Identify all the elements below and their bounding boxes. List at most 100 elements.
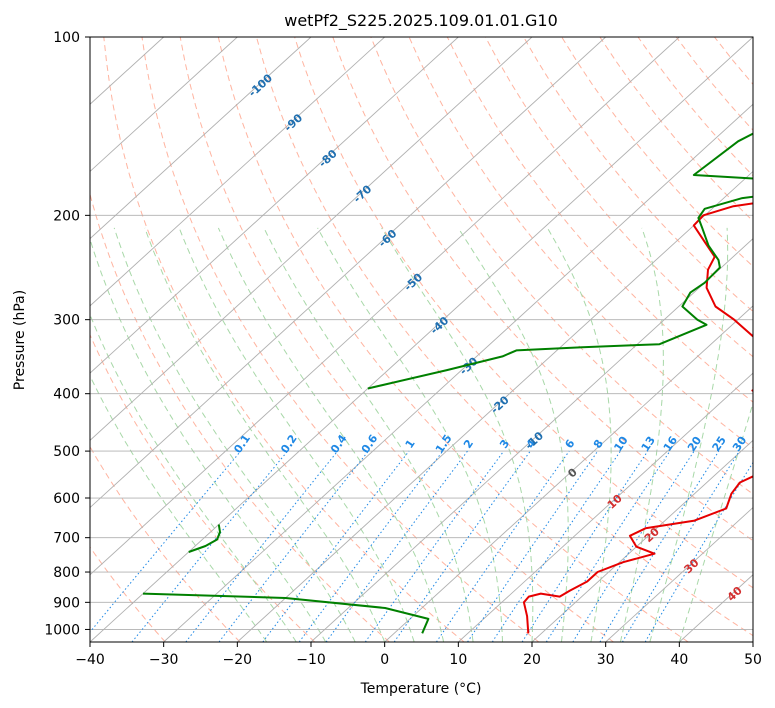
isotherm-line — [752, 641, 753, 642]
x-axis-title: Temperature (°C) — [360, 681, 482, 697]
mixing-ratio-label: 0.2 — [278, 432, 300, 455]
mixing-ratio-label: 2 — [461, 437, 476, 451]
isotherm-label: -20 — [488, 393, 512, 416]
isotherm-line — [90, 37, 533, 441]
mixing-ratio-line — [644, 461, 753, 642]
moist-adiabat — [113, 227, 356, 642]
y-tick-label: 400 — [53, 387, 80, 403]
dry-adiabat — [217, 37, 689, 642]
mixing-ratio-line — [621, 450, 740, 642]
mixing-ratio-line — [131, 450, 288, 642]
mixing-ratio-line — [545, 450, 671, 642]
mixing-ratio-line — [491, 450, 621, 642]
dewpoint_aloft-series-line — [367, 132, 753, 390]
isotherm-line — [384, 305, 753, 642]
mixing-ratio-label: 0.4 — [328, 432, 350, 456]
dry-adiabat — [332, 37, 753, 542]
isotherm-line — [90, 37, 238, 173]
isotherm-label: 10 — [605, 492, 625, 512]
moist-adiabat — [619, 227, 664, 642]
dry-adiabat — [523, 37, 753, 313]
y-tick-label: 500 — [53, 444, 80, 460]
moist-adiabat — [649, 227, 729, 642]
moist-adiabat — [457, 227, 569, 642]
isotherm-line — [90, 37, 312, 240]
mixing-ratio-line — [262, 450, 410, 642]
y-tick-label: 300 — [53, 313, 80, 329]
x-tick-label: −10 — [296, 652, 326, 668]
isotherm-label: -100 — [246, 71, 275, 99]
mixing-ratio-line — [298, 450, 444, 642]
dry-adiabat — [103, 37, 465, 642]
mixing-ratio-line — [218, 450, 369, 642]
moist-adiabat — [178, 227, 415, 642]
moist-adiabat — [144, 227, 386, 642]
moist-adiabat — [263, 227, 474, 642]
mixing-ratio-label: 3 — [497, 437, 512, 451]
y-tick-label: 700 — [53, 531, 80, 547]
y-tick-label: 1000 — [44, 622, 80, 638]
mixing-ratio-label: 6 — [562, 437, 577, 451]
dewpoint_surface_arc-series-line — [188, 524, 221, 553]
x-tick-label: 50 — [744, 652, 762, 668]
dry-adiabat — [370, 37, 753, 495]
isotherm-label: 30 — [681, 556, 701, 576]
isotherm-label: -70 — [351, 182, 375, 205]
x-tick-label: −40 — [75, 652, 105, 668]
isotherm-line — [90, 37, 606, 509]
dry-adiabat — [675, 37, 753, 131]
dry-adiabat — [446, 37, 753, 403]
mixing-ratio-label: 1 — [403, 437, 418, 451]
dry-adiabat — [637, 37, 753, 177]
y-tick-label: 600 — [53, 491, 80, 507]
dry-adiabat — [90, 546, 166, 642]
isotherm-line — [237, 170, 753, 642]
mixing-ratio-line — [572, 450, 695, 642]
isotherm-label: -80 — [316, 147, 340, 170]
mixing-ratio-line — [90, 450, 242, 633]
mixing-ratio-line — [364, 450, 505, 642]
dry-adiabat — [256, 37, 753, 637]
isotherm-line — [90, 37, 753, 642]
dry-adiabat — [294, 37, 753, 589]
moist-adiabat — [546, 227, 612, 642]
mixing-ratio-label: 0.1 — [231, 432, 253, 455]
isotherm-label: -40 — [428, 314, 452, 337]
isotherm-line — [90, 37, 680, 576]
isotherm-line — [531, 439, 753, 642]
dry-adiabat — [714, 37, 753, 85]
temperature-series-line — [522, 202, 753, 634]
dry-adiabat — [484, 37, 753, 358]
moist-adiabat — [90, 374, 268, 642]
isotherm-line — [605, 506, 753, 642]
chart-title: wetPf2_S225.2025.109.01.01.G10 — [284, 11, 558, 31]
mixing-ratio-line — [599, 450, 720, 642]
isotherm-line — [310, 238, 753, 642]
isotherm-label: 40 — [725, 584, 745, 604]
isotherm-label: 0 — [565, 465, 580, 480]
x-tick-label: 40 — [670, 652, 688, 668]
isotherm-line — [458, 372, 753, 642]
mixing-ratio-line — [185, 450, 338, 642]
y-tick-label: 100 — [53, 30, 80, 46]
isotherm-line — [90, 37, 385, 307]
dry-adiabat — [179, 37, 614, 642]
x-tick-label: −30 — [149, 652, 179, 668]
moist-adiabat — [90, 237, 327, 642]
mixing-ratio-label: 8 — [591, 437, 606, 451]
x-tick-label: 20 — [523, 652, 541, 668]
isotherm-line — [90, 37, 459, 374]
mixing-ratio-label: 1.5 — [433, 432, 455, 455]
plot-frame — [89, 36, 754, 643]
mixing-ratio-line — [393, 450, 531, 642]
y-tick-label: 900 — [53, 595, 80, 611]
mixing-ratio-line — [325, 450, 468, 642]
dry-adiabat — [408, 37, 753, 449]
y-tick-label: 800 — [53, 565, 80, 581]
mixing-ratio-label: 36 — [751, 434, 771, 454]
mixing-ratio-line — [435, 450, 570, 642]
y-tick-label: 200 — [53, 208, 80, 224]
dry-adiabat — [141, 37, 540, 642]
x-tick-label: 0 — [380, 652, 389, 668]
mixing-ratio-line — [521, 450, 649, 642]
